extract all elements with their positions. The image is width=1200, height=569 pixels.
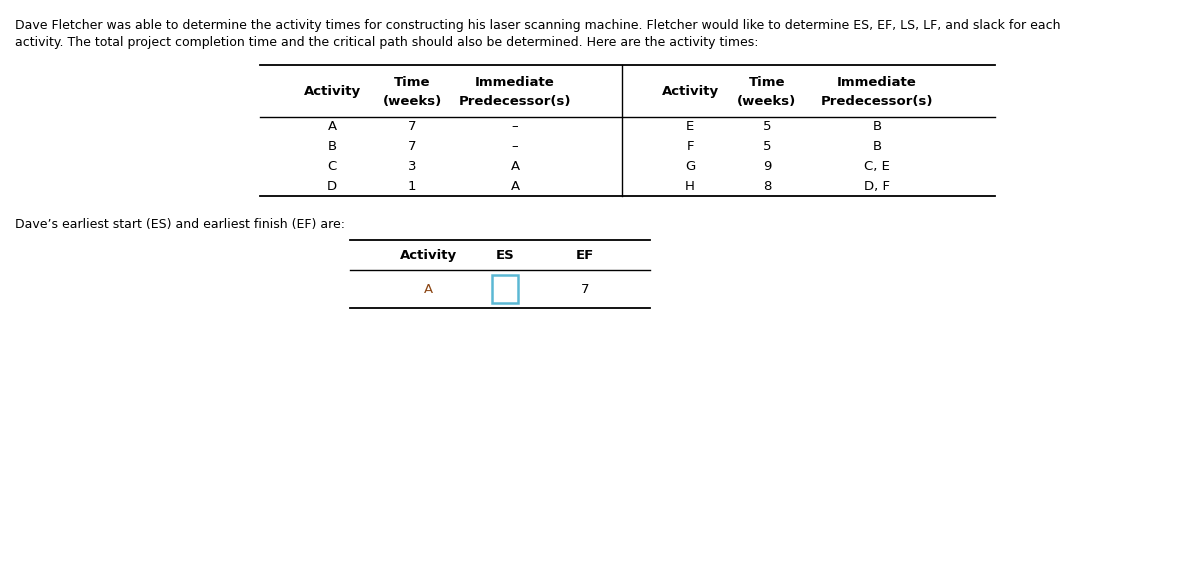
Text: G: G (685, 160, 695, 173)
Text: B: B (872, 140, 882, 153)
Text: A: A (424, 282, 432, 295)
Text: activity. The total project completion time and the critical path should also be: activity. The total project completion t… (14, 36, 758, 49)
Text: Predecessor(s): Predecessor(s) (458, 94, 571, 108)
Text: (weeks): (weeks) (737, 94, 797, 108)
Text: Activity: Activity (304, 85, 360, 97)
Text: –: – (511, 140, 518, 153)
Text: A: A (510, 180, 520, 193)
Text: C, E: C, E (864, 160, 890, 173)
Text: A: A (510, 160, 520, 173)
Text: B: B (328, 140, 336, 153)
Text: Time: Time (394, 76, 431, 89)
Text: 8: 8 (763, 180, 772, 193)
Text: F: F (686, 140, 694, 153)
Text: 9: 9 (763, 160, 772, 173)
Text: 7: 7 (581, 282, 589, 295)
Text: (weeks): (weeks) (383, 94, 442, 108)
Text: Immediate: Immediate (838, 76, 917, 89)
Text: 5: 5 (763, 140, 772, 153)
Text: Predecessor(s): Predecessor(s) (821, 94, 934, 108)
Text: EF: EF (576, 249, 594, 262)
Text: H: H (685, 180, 695, 193)
Text: Immediate: Immediate (475, 76, 554, 89)
Text: Dave’s earliest start (ES) and earliest finish (EF) are:: Dave’s earliest start (ES) and earliest … (14, 218, 346, 231)
Text: C: C (328, 160, 337, 173)
Text: Dave Fletcher was able to determine the activity times for constructing his lase: Dave Fletcher was able to determine the … (14, 19, 1061, 32)
Bar (492, 275, 518, 303)
Text: D, F: D, F (864, 180, 890, 193)
Text: D: D (326, 180, 337, 193)
Text: 7: 7 (408, 121, 416, 133)
Text: –: – (511, 121, 518, 133)
Text: Activity: Activity (661, 85, 719, 97)
Text: 7: 7 (408, 140, 416, 153)
Text: E: E (686, 121, 694, 133)
Text: 3: 3 (408, 160, 416, 173)
Text: A: A (328, 121, 336, 133)
Text: Activity: Activity (400, 249, 456, 262)
Text: ES: ES (496, 249, 515, 262)
Text: B: B (872, 121, 882, 133)
Text: Time: Time (749, 76, 785, 89)
Text: 5: 5 (763, 121, 772, 133)
Text: 1: 1 (408, 180, 416, 193)
